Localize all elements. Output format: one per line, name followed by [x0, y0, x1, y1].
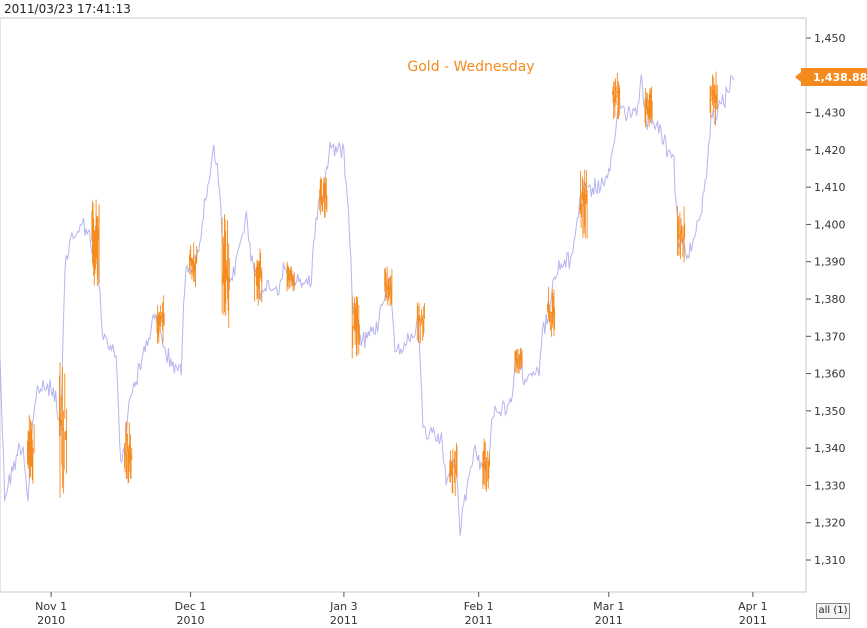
y-tick-label: 1,410: [814, 181, 846, 194]
timestamp: 2011/03/23 17:41:13: [4, 2, 131, 16]
wednesday-segment-15: [481, 438, 490, 492]
wednesday-highlights: [26, 71, 718, 498]
x-tick-label: Dec 1: [175, 600, 207, 613]
y-axis: 1,310 1,320 1,330 1,340 1,350 1,360 1,370 1,380…: [806, 32, 846, 567]
plot-area: [0, 17, 807, 593]
x-tick-year-label: 2011: [739, 614, 767, 627]
y-tick-label: 1,340: [814, 442, 846, 455]
wednesday-segment-2: [58, 362, 68, 498]
wednesday-segment-5: [156, 295, 165, 344]
price-line: [0, 74, 735, 536]
wednesday-segment-18: [579, 169, 588, 239]
range-selector-button[interactable]: all (1): [816, 603, 850, 619]
x-tick-year-label: 2011: [330, 614, 358, 627]
x-tick-year-label: 2010: [177, 614, 205, 627]
wednesday-segment-22: [709, 71, 718, 126]
last-value-box: [801, 68, 867, 86]
y-tick-label: 1,360: [814, 368, 846, 381]
x-tick-label: Nov 1: [35, 600, 67, 613]
x-tick-label: Mar 1: [593, 600, 624, 613]
wednesday-segment-7: [221, 214, 230, 328]
wednesday-segment-11: [351, 295, 360, 359]
chart-title: Gold - Wednesday: [407, 59, 534, 75]
wednesday-segment-20: [644, 86, 653, 128]
x-tick-label: Feb 1: [464, 600, 494, 613]
y-tick-label: 1,450: [814, 32, 846, 45]
y-tick-label: 1,330: [814, 479, 846, 492]
x-tick-label: Apr 1: [738, 600, 768, 613]
y-tick-label: 1,370: [814, 330, 846, 343]
wednesday-segment-16: [514, 347, 523, 374]
last-value-marker: 1,438.88: [795, 68, 867, 86]
x-tick-label: Jan 3: [329, 600, 357, 613]
price-series: [0, 74, 735, 536]
wednesday-segment-19: [612, 72, 621, 120]
last-value-label: 1,438.88: [813, 71, 867, 84]
y-tick-label: 1,380: [814, 293, 846, 306]
y-tick-label: 1,400: [814, 218, 846, 231]
wednesday-segment-21: [677, 206, 686, 263]
y-tick-label: 1,390: [814, 256, 846, 269]
wednesday-segment-9: [286, 261, 295, 292]
y-tick-label: 1,320: [814, 517, 846, 530]
wednesday-segment-14: [449, 442, 458, 496]
x-tick-year-label: 2010: [37, 614, 65, 627]
wednesday-segment-10: [319, 176, 328, 218]
wednesday-segment-4: [124, 421, 133, 484]
wednesday-segment-12: [384, 266, 393, 307]
x-tick-year-label: 2011: [595, 614, 623, 627]
wednesday-segment-13: [416, 302, 425, 344]
x-tick-year-label: 2011: [465, 614, 493, 627]
y-tick-label: 1,420: [814, 144, 846, 157]
last-value-pointer: [795, 72, 801, 82]
wednesday-segment-8: [254, 248, 263, 306]
wednesday-segment-17: [546, 286, 556, 337]
wednesday-segment-3: [91, 199, 100, 286]
wednesday-segment-6: [189, 242, 198, 288]
y-tick-label: 1,310: [814, 554, 846, 567]
wednesday-segment-1: [26, 415, 35, 484]
y-tick-label: 1,350: [814, 405, 846, 418]
y-tick-label: 1,430: [814, 107, 846, 120]
